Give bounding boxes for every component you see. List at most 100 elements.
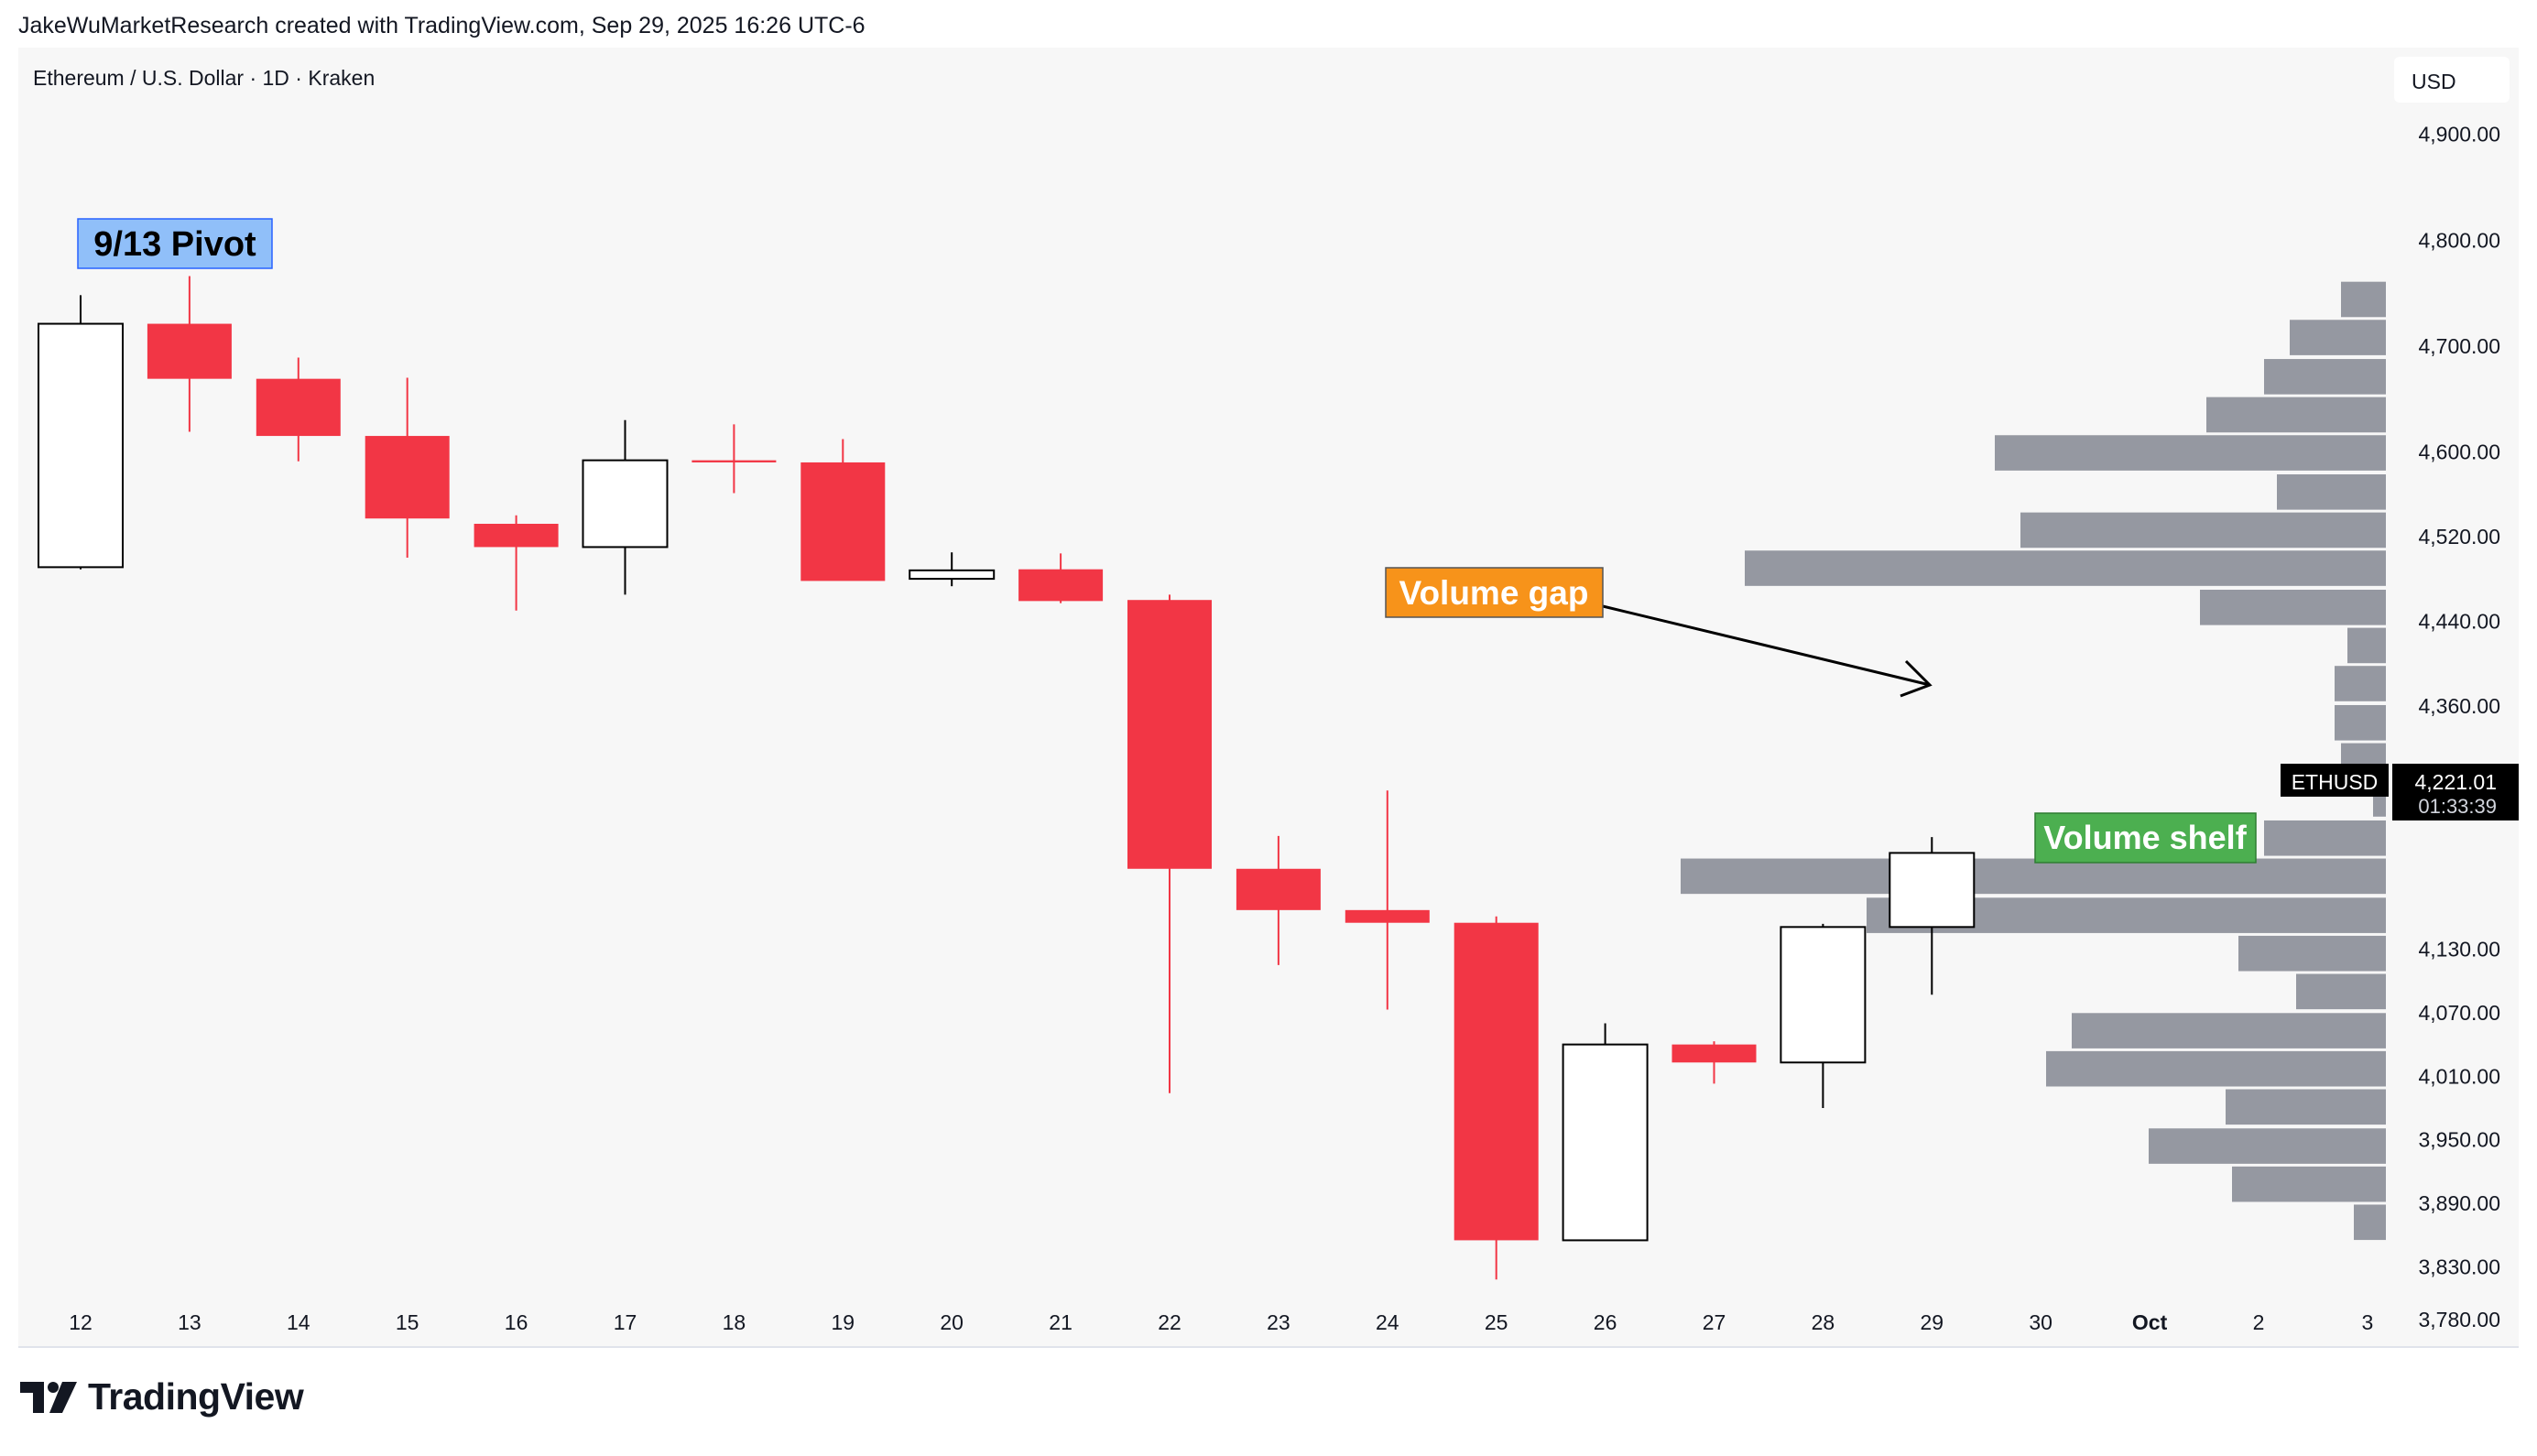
x-tick-label: 29: [1921, 1310, 1944, 1334]
candle-body[interactable]: [1671, 1044, 1757, 1063]
gap-arrow-head[interactable]: [1900, 659, 1933, 698]
volume-bin-6: [2020, 512, 2386, 549]
x-tick-label: 25: [1485, 1310, 1508, 1334]
candle-body[interactable]: [256, 378, 341, 437]
x-tick-label: 18: [723, 1310, 746, 1334]
y-tick-label: 4,010.00: [2418, 1064, 2500, 1088]
brand-logo[interactable]: TradingView: [20, 1375, 304, 1418]
candle-16[interactable]: [474, 515, 559, 611]
volume-bin-11: [2335, 704, 2386, 741]
volume-bin-14: [2264, 820, 2386, 856]
brand-name[interactable]: TradingView: [88, 1375, 304, 1418]
volume-bin-4: [1995, 435, 2386, 471]
symbol-tag: ETHUSD: [2292, 770, 2379, 794]
candle-body[interactable]: [909, 569, 996, 581]
x-tick-label: 30: [2029, 1310, 2052, 1334]
candle-body[interactable]: [1562, 1043, 1649, 1242]
candle-body[interactable]: [365, 436, 450, 519]
candle-26[interactable]: [1562, 1023, 1649, 1242]
shelf-label-bg[interactable]: [2034, 812, 2257, 864]
x-tick-label: 28: [1812, 1310, 1835, 1334]
volume-gap-annotation[interactable]: Volume gap: [1385, 567, 1933, 698]
x-tick-label: 27: [1703, 1310, 1726, 1334]
candle-19[interactable]: [800, 439, 886, 581]
x-tick-label: 13: [178, 1310, 201, 1334]
volume-profile: [1681, 281, 2386, 1241]
candles: [38, 276, 1976, 1280]
volume-bin-19: [2072, 1013, 2386, 1049]
volume-bin-5: [2277, 474, 2386, 510]
candle-body[interactable]: [474, 523, 559, 548]
candle-13[interactable]: [147, 276, 232, 432]
volume-bin-10: [2335, 666, 2386, 701]
candle-29[interactable]: [1889, 837, 1976, 995]
volume-bin-2: [2264, 359, 2386, 395]
candle-28[interactable]: [1780, 923, 1867, 1108]
candle-23[interactable]: [1236, 835, 1321, 965]
candle-body[interactable]: [1889, 852, 1976, 929]
volume-bin-7: [1745, 550, 2386, 586]
y-tick-label: 4,700.00: [2418, 334, 2500, 358]
candle-24[interactable]: [1345, 790, 1430, 1010]
candle-14[interactable]: [256, 357, 341, 462]
x-tick-label: 21: [1049, 1310, 1073, 1334]
x-tick-label: 24: [1376, 1310, 1399, 1334]
y-tick-label: 4,800.00: [2418, 228, 2500, 252]
x-tick-label: 14: [287, 1310, 310, 1334]
bar-countdown: 01:33:39: [2418, 795, 2497, 818]
volume-shelf-annotation[interactable]: Volume shelf: [2034, 812, 2257, 864]
volume-bin-1: [2290, 320, 2386, 355]
candle-17[interactable]: [582, 419, 669, 595]
y-tick-label: 4,360.00: [2418, 694, 2500, 718]
x-tick-label: 12: [69, 1310, 93, 1334]
volume-bin-24: [2354, 1204, 2386, 1241]
candle-body[interactable]: [1345, 909, 1430, 923]
candle-body[interactable]: [1236, 868, 1321, 910]
currency-button[interactable]: USD: [2394, 57, 2510, 103]
x-tick-label: 15: [396, 1310, 419, 1334]
candle-21[interactable]: [1018, 553, 1104, 603]
candle-body[interactable]: [691, 460, 777, 462]
pivot-label-bg[interactable]: [77, 218, 273, 269]
candle-27[interactable]: [1671, 1041, 1757, 1084]
shelf-label[interactable]: Volume shelf: [2043, 819, 2247, 856]
tradingview-logo-icon[interactable]: [20, 1380, 79, 1415]
currency-button-bg[interactable]: [2394, 57, 2510, 103]
candle-22[interactable]: [1127, 594, 1212, 1093]
candle-body[interactable]: [582, 459, 669, 549]
volume-bin-3: [2206, 397, 2386, 433]
candle-15[interactable]: [365, 377, 450, 558]
y-tick-label: 3,950.00: [2418, 1128, 2500, 1152]
last-price-tag: ETHUSD 4,221.01 01:33:39: [2281, 764, 2519, 820]
gap-arrow-line[interactable]: [1602, 604, 1931, 687]
candle-body[interactable]: [1454, 922, 1539, 1241]
volume-bin-22: [2149, 1128, 2386, 1164]
candle-body[interactable]: [800, 462, 886, 581]
gap-label-bg[interactable]: [1385, 567, 1604, 618]
volume-bin-18: [2296, 973, 2386, 1010]
volume-bin-20: [2046, 1050, 2386, 1087]
pivot-label[interactable]: 9/13 Pivot: [93, 225, 256, 264]
candle-25[interactable]: [1454, 916, 1539, 1280]
currency-button-label[interactable]: USD: [2412, 70, 2456, 93]
candle-body[interactable]: [38, 322, 124, 569]
symbol-tag-bg: [2281, 764, 2389, 797]
x-tick-label: 22: [1158, 1310, 1181, 1334]
candle-body[interactable]: [1127, 600, 1212, 869]
candle-20[interactable]: [909, 552, 996, 587]
gap-label[interactable]: Volume gap: [1399, 574, 1589, 612]
candle-body[interactable]: [1780, 926, 1867, 1064]
candle-body[interactable]: [147, 323, 232, 379]
x-tick-label: 26: [1594, 1310, 1617, 1334]
y-tick-label: 3,890.00: [2418, 1191, 2500, 1215]
volume-bin-23: [2232, 1166, 2386, 1202]
candle-12[interactable]: [38, 295, 124, 570]
chart-credit: JakeWuMarketResearch created with Tradin…: [18, 13, 866, 38]
y-tick-label: 3,780.00: [2418, 1308, 2500, 1331]
candle-body[interactable]: [1018, 569, 1104, 602]
candle-18[interactable]: [691, 424, 777, 494]
pivot-annotation[interactable]: 9/13 Pivot: [77, 218, 273, 269]
price-tag-bg: [2392, 764, 2519, 820]
y-tick-label: 4,440.00: [2418, 609, 2500, 633]
volume-bin-15: [1681, 858, 2386, 895]
